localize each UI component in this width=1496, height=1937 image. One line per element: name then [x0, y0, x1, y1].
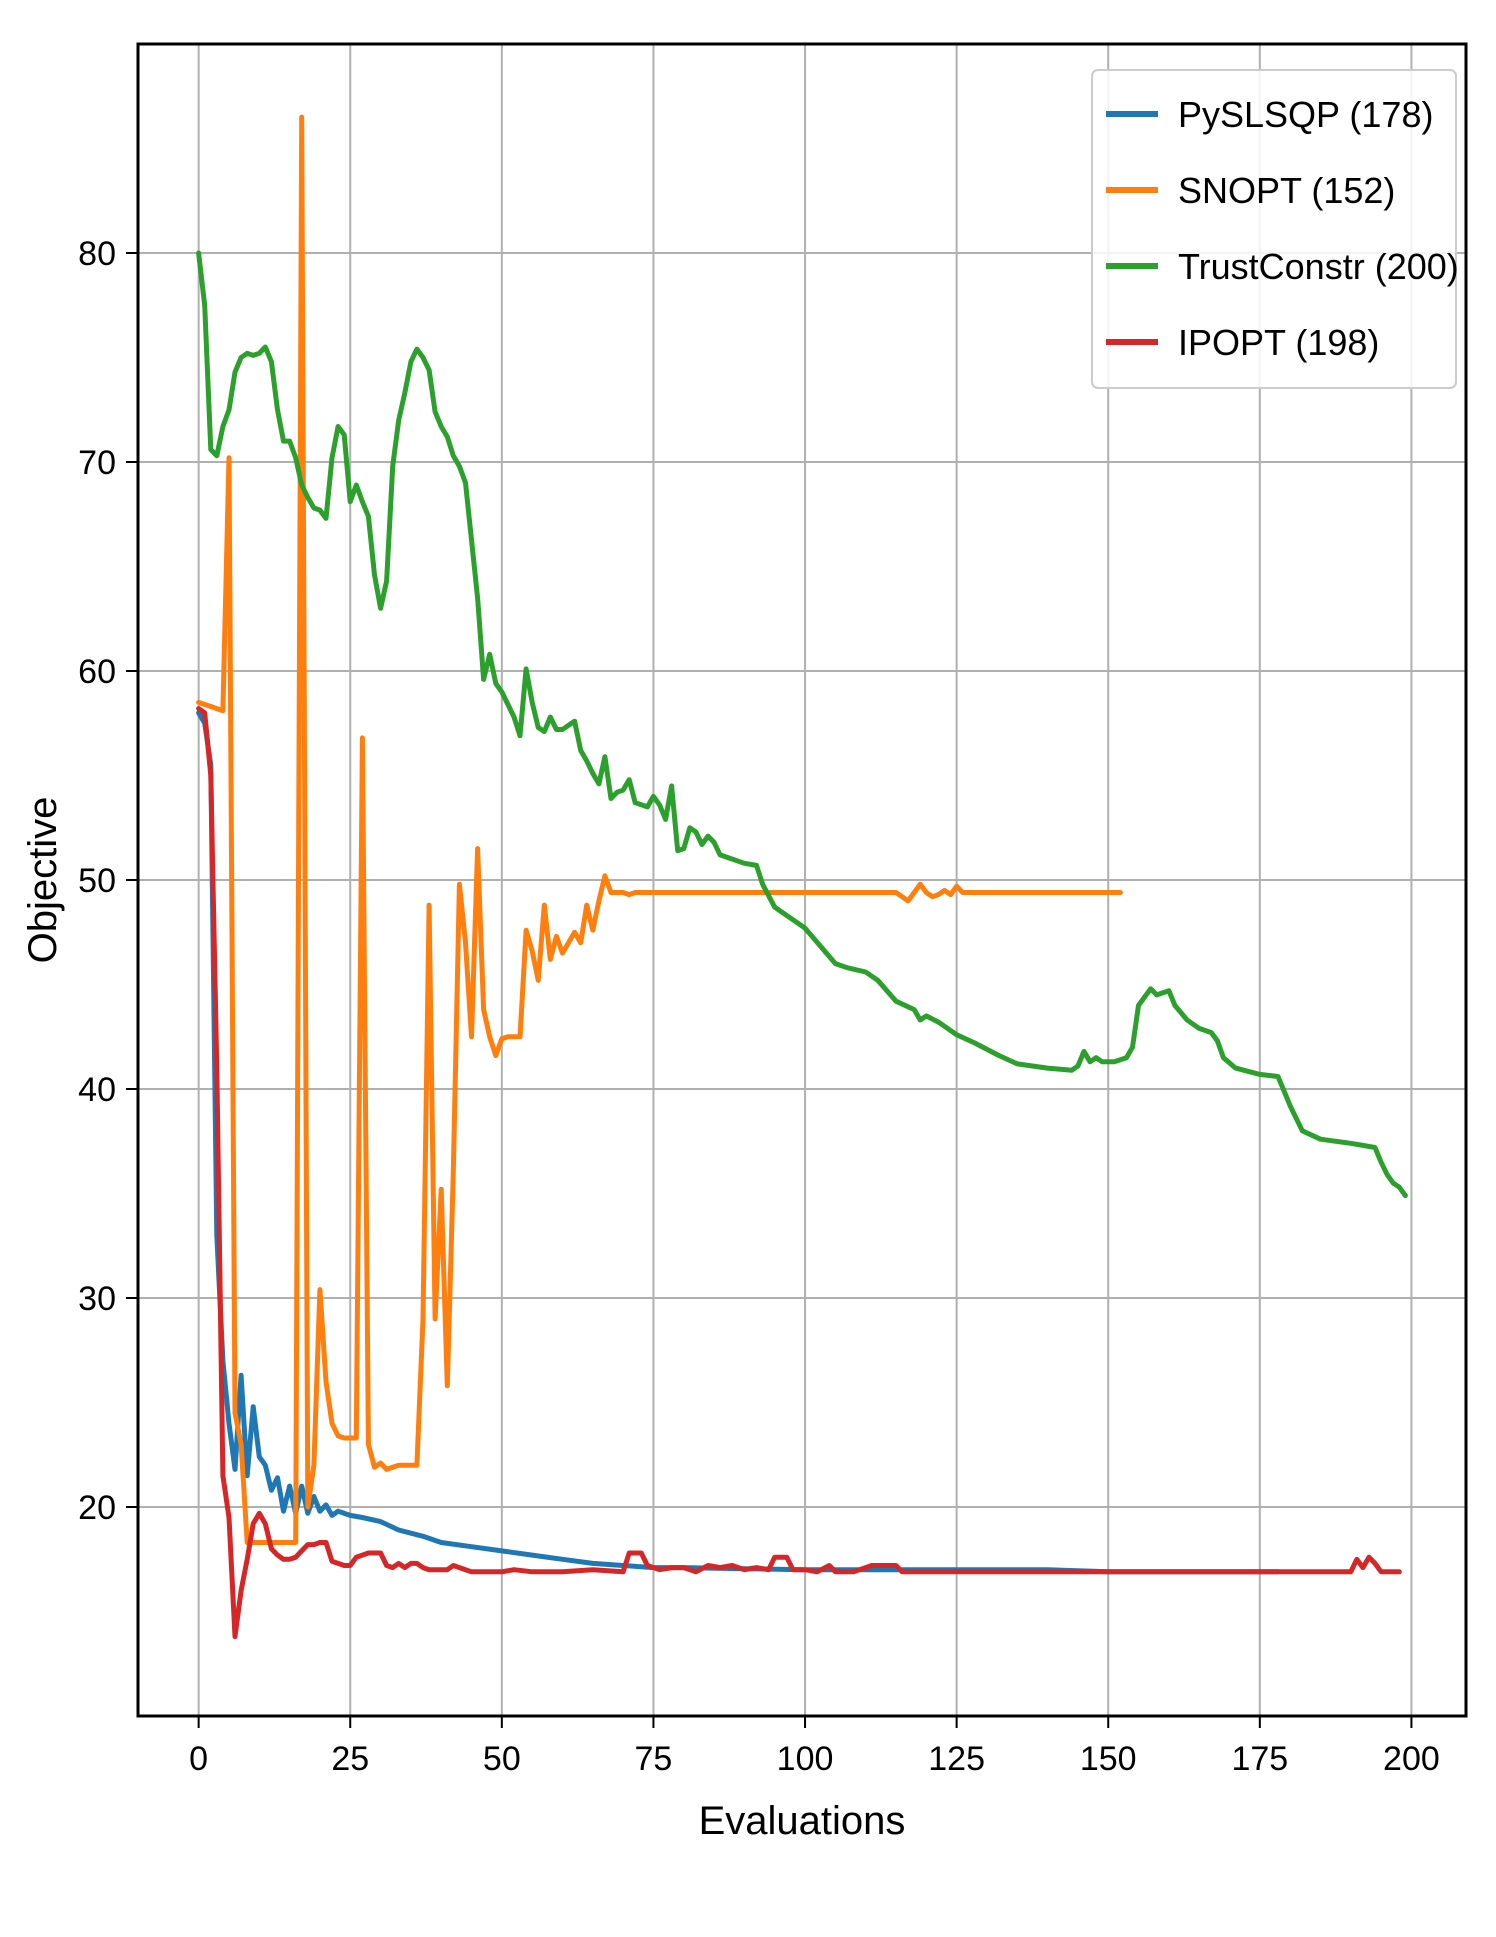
- y-tick-label: 60: [78, 653, 116, 691]
- legend-label: PySLSQP (178): [1178, 94, 1433, 135]
- x-tick-label: 200: [1383, 1740, 1440, 1778]
- x-tick-label: 0: [189, 1740, 208, 1778]
- y-tick-label: 70: [78, 444, 116, 482]
- x-tick-label: 125: [928, 1740, 985, 1778]
- legend-label: TrustConstr (200): [1178, 246, 1459, 287]
- legend-label: SNOPT (152): [1178, 170, 1395, 211]
- y-tick-label: 20: [78, 1489, 116, 1527]
- x-tick-label: 100: [777, 1740, 834, 1778]
- x-tick-label: 175: [1231, 1740, 1288, 1778]
- series-line-4: [196, 706, 1402, 1640]
- y-tick-label: 50: [78, 862, 116, 900]
- y-tick-label: 40: [78, 1071, 116, 1109]
- y-axis-label: Objective: [21, 797, 65, 964]
- legend-label: IPOPT (198): [1178, 322, 1379, 363]
- y-tick-label: 80: [78, 235, 116, 273]
- y-tick-label: 30: [78, 1280, 116, 1318]
- x-tick-label: 150: [1080, 1740, 1137, 1778]
- x-tick-label: 50: [483, 1740, 521, 1778]
- x-tick-label: 25: [331, 1740, 369, 1778]
- legend: PySLSQP (178) SNOPT (152) TrustConstr (200…: [1091, 69, 1459, 389]
- legend-box: [1091, 69, 1457, 389]
- series-group: [196, 114, 1408, 1640]
- series-line-3: [196, 250, 1408, 1199]
- axis-ticks: 0 25 50 75 100 125 150 175 200 20 30 40 50 60 70 80: [78, 235, 1440, 1778]
- series-line-2: [196, 114, 1123, 1545]
- x-tick-label: 75: [635, 1740, 673, 1778]
- x-axis-label: Evaluations: [699, 1799, 906, 1843]
